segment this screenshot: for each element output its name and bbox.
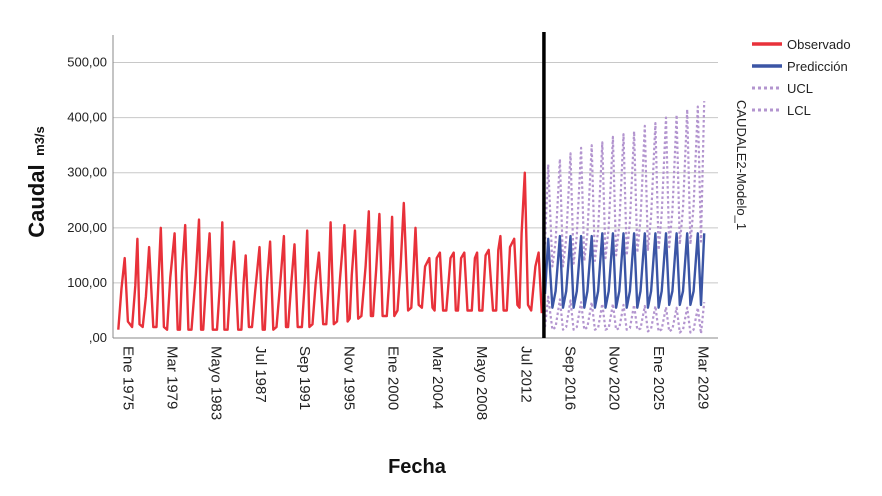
x-tick-label: Nov 2020: [606, 346, 623, 410]
x-tick-label: Mayo 2008: [473, 346, 490, 420]
x-tick-label: Sep 1991: [296, 346, 313, 410]
x-tick-label: Ene 2000: [385, 346, 402, 410]
x-tick-label: Jul 2012: [517, 346, 534, 403]
y-tick-label: 100,00: [67, 275, 107, 290]
x-tick-label: Ene 1975: [119, 346, 136, 410]
y-tick-label: 500,00: [67, 55, 107, 70]
y-axis-title: Caudal m3/s: [24, 126, 49, 237]
series-line-ucl: [543, 101, 706, 268]
series-line-prediccin: [543, 232, 706, 309]
y-axis-ticks: ,00 100,00 200,00 300,00 400,00 500,00: [67, 55, 107, 345]
legend-label: LCL: [787, 103, 811, 118]
y-tick-label: 400,00: [67, 110, 107, 125]
legend-label: Predicción: [787, 59, 848, 74]
model-label: CAUDALE2-Modelo_1: [734, 100, 749, 230]
x-tick-label: Mar 2004: [429, 346, 446, 409]
series-line-lcl: [543, 295, 706, 335]
y-tick-label: 300,00: [67, 165, 107, 180]
x-tick-label: Mar 1979: [164, 346, 181, 409]
x-tick-label: Mayo 1983: [208, 346, 225, 420]
x-tick-label: Sep 2016: [562, 346, 579, 410]
x-axis-title: Fecha: [388, 456, 447, 478]
grid-lines: [113, 62, 718, 284]
y-tick-label: 200,00: [67, 220, 107, 235]
legend-label: UCL: [787, 81, 813, 96]
x-tick-label: Mar 2029: [694, 346, 711, 409]
x-tick-label: Jul 1987: [252, 346, 269, 403]
series-layer: [117, 101, 706, 335]
x-tick-label: Nov 1995: [340, 346, 357, 410]
y-axis-title-main: Caudal: [24, 164, 49, 237]
legend-label: Observado: [787, 37, 851, 52]
y-tick-label: ,00: [89, 330, 107, 345]
y-axis-title-unit: m3/s: [32, 126, 47, 156]
legend: Observado Predicción UCL LCL: [752, 37, 851, 118]
x-tick-label: Ene 2025: [650, 346, 667, 410]
x-axis-ticks: Ene 1975 Mar 1979 Mayo 1983 Jul 1987 Sep 199…: [119, 346, 711, 420]
series-line-observado: [117, 171, 543, 331]
